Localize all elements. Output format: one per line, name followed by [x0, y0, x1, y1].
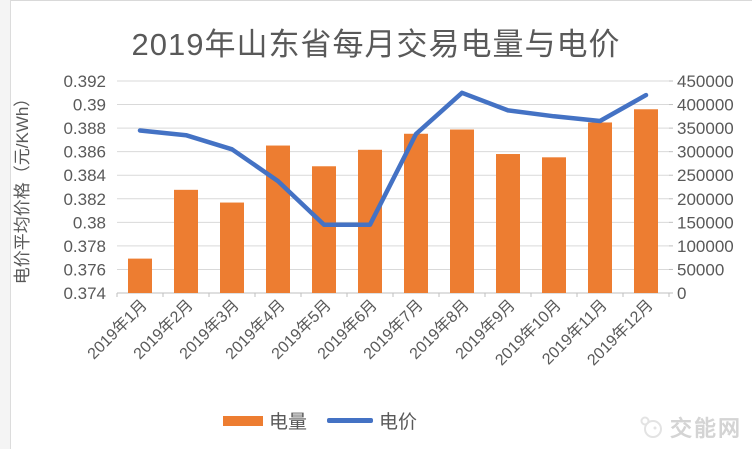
volume-bar [266, 145, 290, 293]
left-axis-title: 电价平均价格（元/KWh） [13, 90, 32, 285]
left-axis-tick-label: 0.392 [63, 72, 106, 91]
volume-bar [634, 109, 658, 294]
legend-volume-label: 电量 [268, 412, 307, 433]
left-axis-tick-label: 0.384 [63, 166, 106, 185]
price-line [137, 90, 649, 227]
volume-bar [404, 133, 428, 293]
right-axis-tick-label: 150000 [677, 213, 734, 232]
left-axis-tick-label: 0.386 [63, 143, 106, 162]
left-axis-tick-label: 0.388 [63, 119, 106, 138]
right-axis-tick-label: 300000 [677, 143, 734, 162]
volume-bar [588, 122, 612, 293]
volume-bar [542, 157, 566, 293]
legend-item-volume: 电量 [222, 407, 307, 434]
volume-bar [496, 154, 520, 293]
left-axis-tick-label: 0.382 [63, 190, 106, 209]
left-axis-tick-label: 0.376 [63, 260, 106, 279]
page-left-border [0, 0, 11, 449]
jiaonengwang-logo-icon [639, 414, 665, 440]
right-axis-tick-label: 100000 [677, 237, 734, 256]
volume-bar-swatch-icon [222, 415, 263, 426]
right-axis-tick-label: 250000 [677, 166, 734, 185]
right-axis-tick-label: 450000 [677, 72, 734, 91]
right-axis-tick-label: 200000 [677, 190, 734, 209]
watermark-text: 交能网 [669, 416, 742, 441]
right-axis-tick-label: 350000 [677, 119, 734, 138]
left-axis-tick-label: 0.378 [63, 237, 106, 256]
left-axis-tick-label: 0.374 [63, 284, 106, 303]
legend-item-price: 电价 [327, 407, 417, 434]
left-axis-tick-label: 0.39 [73, 96, 106, 115]
right-axis-tick-label: 400000 [677, 96, 734, 115]
right-axis-tick-label: 50000 [677, 260, 724, 279]
price-line-swatch-icon [327, 418, 373, 423]
chart-legend: 电量 电价 [0, 407, 640, 434]
volume-bar [174, 189, 198, 293]
volume-bar [220, 202, 244, 293]
volume-bar [450, 129, 474, 293]
volume-bar [312, 166, 336, 293]
page-top-border [0, 0, 752, 1]
volume-bar [128, 258, 152, 293]
left-axis-tick-label: 0.38 [73, 213, 106, 232]
watermark: 交能网 [639, 411, 742, 443]
legend-price-label: 电价 [379, 412, 418, 433]
right-axis-tick-label: 0 [677, 284, 686, 303]
chart-title: 2019年山东省每月交易电量与电价 [131, 27, 621, 62]
